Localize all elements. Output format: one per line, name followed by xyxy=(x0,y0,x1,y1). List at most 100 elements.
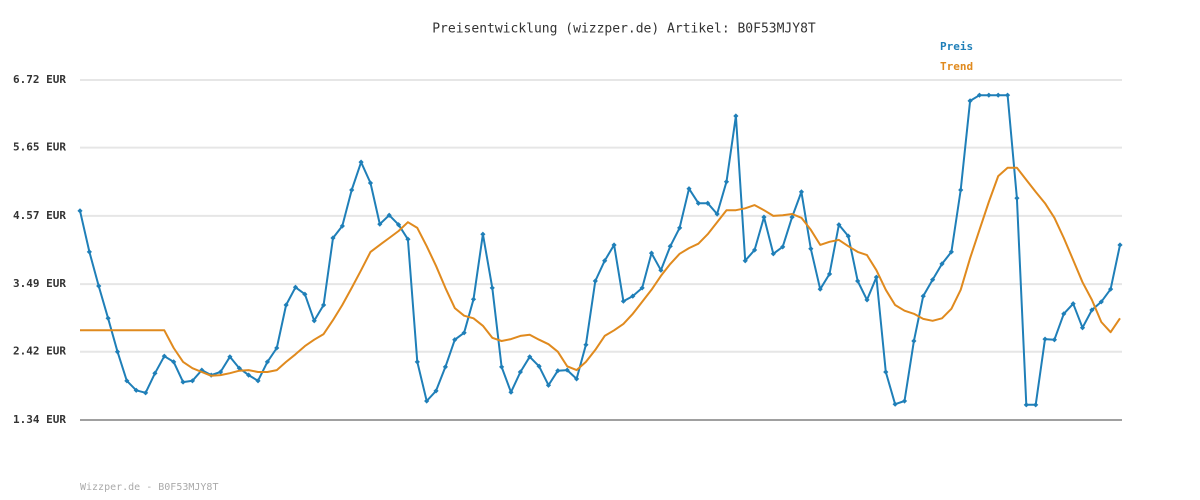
point-marker xyxy=(255,378,261,384)
point-marker xyxy=(967,98,973,104)
point-marker xyxy=(883,369,889,375)
point-marker xyxy=(639,285,645,291)
point-marker xyxy=(742,258,748,264)
point-marker xyxy=(433,388,439,394)
point-marker xyxy=(1117,242,1123,248)
point-marker xyxy=(583,342,589,348)
point-marker xyxy=(873,274,879,280)
point-marker xyxy=(901,398,908,404)
point-marker xyxy=(133,387,139,393)
point-marker xyxy=(227,354,233,360)
point-marker xyxy=(517,369,523,375)
point-marker xyxy=(798,189,805,195)
point-marker xyxy=(630,293,636,299)
point-marker xyxy=(733,113,739,119)
point-marker xyxy=(761,214,767,220)
point-marker xyxy=(321,302,327,308)
point-marker xyxy=(292,284,299,290)
point-marker xyxy=(77,208,83,214)
point-marker xyxy=(1108,286,1114,292)
point-marker xyxy=(180,379,186,385)
point-marker xyxy=(367,180,374,186)
y-tick-label: 3.49 EUR xyxy=(13,277,66,290)
point-marker xyxy=(217,369,224,375)
point-marker xyxy=(564,367,570,373)
point-marker xyxy=(96,283,102,289)
point-marker xyxy=(1023,402,1029,408)
point-marker xyxy=(789,214,795,220)
legend-label: Preis xyxy=(940,40,973,53)
point-marker xyxy=(995,92,1001,98)
series-line xyxy=(79,94,1121,406)
point-marker xyxy=(283,302,289,308)
point-marker xyxy=(414,359,420,365)
point-marker xyxy=(339,223,345,229)
series-line xyxy=(80,166,1121,377)
y-tick-label: 1.34 EUR xyxy=(13,413,66,426)
point-marker xyxy=(1098,299,1104,305)
point-marker xyxy=(236,365,242,371)
point-marker xyxy=(770,251,776,257)
point-marker xyxy=(892,401,898,407)
point-marker xyxy=(124,378,130,384)
point-marker xyxy=(152,370,158,376)
y-tick-label: 4.57 EUR xyxy=(13,209,66,222)
point-marker xyxy=(751,247,758,253)
point-marker xyxy=(86,249,92,255)
point-marker xyxy=(602,258,608,264)
point-marker xyxy=(1061,311,1067,317)
point-marker xyxy=(1004,92,1011,98)
point-marker xyxy=(592,278,598,284)
point-marker xyxy=(620,298,627,304)
y-tick-label: 5.65 EUR xyxy=(13,141,66,154)
point-marker xyxy=(142,390,149,396)
y-tick-label: 6.72 EUR xyxy=(13,73,66,86)
point-marker xyxy=(171,359,177,365)
point-marker xyxy=(189,378,196,384)
point-marker xyxy=(161,353,167,359)
point-marker xyxy=(311,318,317,324)
point-marker xyxy=(723,179,730,185)
point-marker xyxy=(1014,195,1020,201)
point-marker xyxy=(780,244,786,250)
point-marker xyxy=(986,92,992,98)
point-marker xyxy=(536,363,542,369)
point-marker xyxy=(330,235,336,241)
point-marker xyxy=(930,277,936,283)
point-marker xyxy=(714,211,720,217)
point-marker xyxy=(302,291,308,297)
point-marker xyxy=(686,186,692,192)
point-marker xyxy=(658,267,664,273)
point-marker xyxy=(527,354,533,360)
point-marker xyxy=(545,382,552,388)
point-marker xyxy=(349,187,355,193)
point-marker xyxy=(114,349,121,355)
point-marker xyxy=(470,296,477,302)
point-marker xyxy=(911,338,917,344)
point-marker xyxy=(508,389,514,395)
point-marker xyxy=(489,285,495,291)
point-marker xyxy=(611,242,617,248)
point-marker xyxy=(442,364,449,370)
point-marker xyxy=(705,200,711,206)
point-marker xyxy=(452,337,458,343)
point-marker xyxy=(1079,325,1086,331)
point-marker xyxy=(695,200,701,206)
point-marker xyxy=(358,159,364,165)
point-marker xyxy=(386,212,392,218)
point-marker xyxy=(499,364,505,370)
point-marker xyxy=(948,249,954,255)
point-marker xyxy=(939,261,945,267)
point-marker xyxy=(958,187,964,193)
chart-title: Preisentwicklung (wizzper.de) Artikel: B… xyxy=(432,22,816,37)
point-marker xyxy=(480,231,486,237)
point-marker xyxy=(855,278,861,284)
point-marker xyxy=(246,372,252,378)
point-marker xyxy=(573,376,580,382)
point-marker xyxy=(377,221,383,227)
point-marker xyxy=(836,222,842,228)
point-marker xyxy=(976,92,983,98)
y-tick-label: 2.42 EUR xyxy=(13,345,66,358)
